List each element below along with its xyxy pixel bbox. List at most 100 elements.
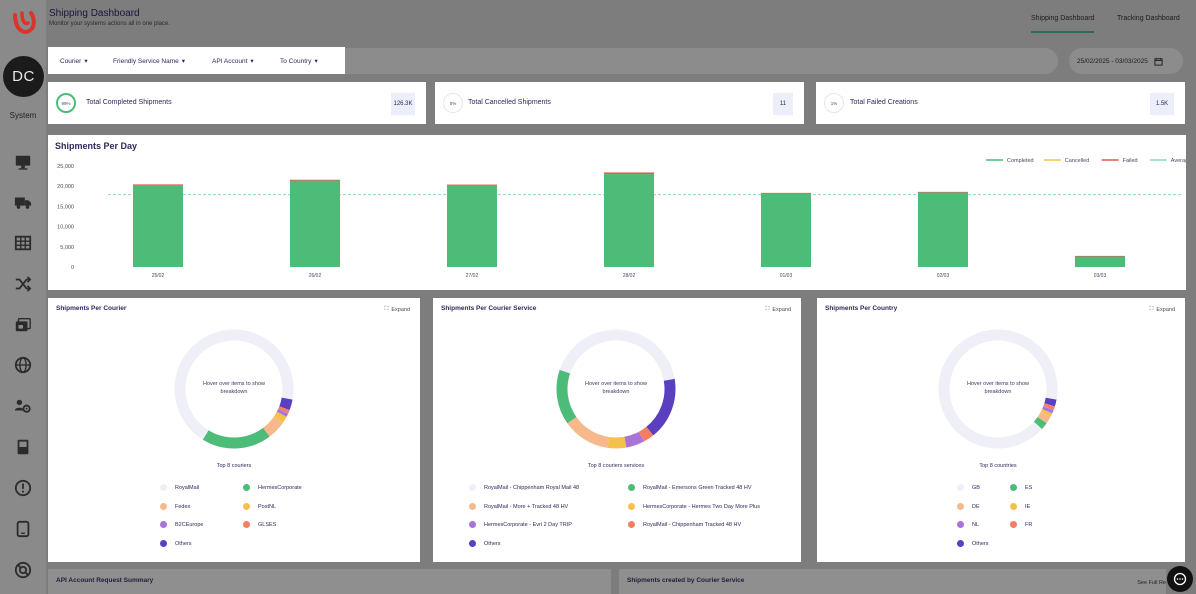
donut-title: Shipments Per Country: [825, 305, 898, 312]
bar-failed[interactable]: [447, 184, 497, 186]
legend-label: NL: [972, 521, 980, 528]
legend-item[interactable]: RoyalMail - More + Tracked 48 HV: [469, 503, 568, 510]
legend-label[interactable]: Completed: [1007, 158, 1034, 164]
donut-segment[interactable]: [551, 324, 681, 454]
stat-card-failed: 1% Total Failed Creations 1.5K: [816, 82, 1185, 124]
expand-button[interactable]: ⛶ Expand: [1149, 306, 1175, 313]
legend-item[interactable]: RoyalMail - Chippenham Tracked 48 HV: [628, 521, 741, 528]
to-country-filter[interactable]: To Country ▾: [280, 57, 318, 66]
bar-completed[interactable]: [133, 185, 183, 267]
alert-icon[interactable]: [12, 477, 34, 499]
donut-segment[interactable]: [169, 324, 299, 454]
bar-failed[interactable]: [761, 192, 811, 194]
legend-item[interactable]: Others: [957, 540, 989, 547]
legend-dot: [628, 503, 635, 510]
tab-tracking-dashboard[interactable]: Tracking Dashboard: [1117, 15, 1180, 22]
legend-item[interactable]: DE: [957, 503, 980, 510]
truck-icon[interactable]: [12, 191, 34, 213]
bar-completed[interactable]: [447, 185, 497, 267]
date-range-picker[interactable]: 25/02/2025 - 03/03/2025: [1069, 48, 1183, 74]
legend-item[interactable]: ES: [1010, 484, 1032, 491]
stat-label: Total Failed Creations: [850, 99, 918, 106]
tab-shipping-dashboard[interactable]: Shipping Dashboard: [1031, 15, 1095, 33]
legend-label: IE: [1025, 503, 1031, 510]
bar-failed[interactable]: [918, 191, 968, 193]
completed-percent-ring: 99%: [56, 93, 76, 113]
bar-failed[interactable]: [290, 179, 340, 181]
globe-icon[interactable]: [12, 354, 34, 376]
grid-icon[interactable]: [12, 232, 34, 254]
legend-item[interactable]: FR: [1010, 521, 1032, 528]
tablet-icon[interactable]: [12, 518, 34, 540]
help-icon[interactable]: [12, 559, 34, 581]
legend-item[interactable]: RoyalMail - Emersons Green Tracked 48 HV: [628, 484, 752, 491]
courier-filter[interactable]: Courier ▾: [60, 57, 88, 66]
legend-label[interactable]: Cancelled: [1065, 158, 1089, 164]
bar-completed[interactable]: [290, 180, 340, 267]
shuffle-icon[interactable]: [12, 273, 34, 295]
legend-item[interactable]: GLSES: [243, 521, 276, 528]
bar-completed[interactable]: [604, 174, 654, 267]
company-logo-icon[interactable]: [11, 9, 39, 37]
legend-item[interactable]: HermesCorporate - Evri 2 Day TRIP: [469, 521, 572, 528]
donut-title: Shipments Per Courier: [56, 305, 127, 312]
bar-completed[interactable]: [1075, 256, 1125, 267]
shipments-per-courier-service-panel: Shipments Per Courier Service ⛶ Expand Hove…: [433, 298, 801, 562]
legend-label: Others: [175, 540, 192, 547]
donut-segment[interactable]: [169, 324, 299, 454]
legend-item[interactable]: RoyalMail - Chippenham Royal Mail 48: [469, 484, 579, 491]
api-account-filter[interactable]: API Account ▾: [212, 57, 254, 66]
bar-failed[interactable]: [604, 172, 654, 175]
legend-item[interactable]: GB: [957, 484, 980, 491]
panel-title: Shipments created by Courier Service: [627, 577, 745, 584]
legend-item[interactable]: IE: [1010, 503, 1030, 510]
y-tick-label: 20,000: [57, 184, 74, 190]
chart-title: Shipments Per Day: [55, 141, 138, 151]
legend-item[interactable]: B2CEurope: [160, 521, 203, 528]
chat-button[interactable]: [1167, 566, 1193, 592]
legend-label[interactable]: Average: [1171, 158, 1186, 164]
donut-segment[interactable]: [169, 324, 299, 454]
system-label: System: [9, 111, 37, 120]
avatar[interactable]: DC: [3, 56, 44, 97]
legend-label[interactable]: Failed: [1123, 158, 1138, 164]
x-tick-label: 28/02: [623, 273, 636, 279]
stat-value: 126.3K: [391, 93, 415, 115]
bar-failed[interactable]: [1075, 255, 1125, 257]
legend-item[interactable]: HermesCorporate: [243, 484, 302, 491]
bar-completed[interactable]: [761, 193, 811, 267]
monitor-icon[interactable]: [12, 151, 34, 173]
bar-failed[interactable]: [133, 184, 183, 186]
donut-segment[interactable]: [551, 324, 681, 454]
legend-item[interactable]: PostNL: [243, 503, 276, 510]
stack-icon[interactable]: [12, 314, 34, 336]
date-range-value: 25/02/2025 - 03/03/2025: [1077, 57, 1148, 65]
legend-item[interactable]: Others: [160, 540, 192, 547]
book-icon[interactable]: [12, 436, 34, 458]
expand-button[interactable]: ⛶ Expand: [765, 306, 791, 313]
legend-item[interactable]: NL: [957, 521, 979, 528]
shipments-per-day-panel: Shipments Per Day 25,000 20,000 15,000 10,0…: [48, 135, 1186, 290]
users-settings-icon[interactable]: [12, 395, 34, 417]
donut-segment[interactable]: [169, 324, 299, 454]
stat-card-completed: 99% Total Completed Shipments 126.3K: [48, 82, 426, 124]
donut-segment[interactable]: [933, 324, 1063, 454]
see-full-report-link[interactable]: See Full Re: [1137, 580, 1166, 586]
donut-segment[interactable]: [933, 324, 1063, 454]
legend-dot: [469, 484, 476, 491]
legend-item[interactable]: HermesCorporate - Hermes Two Day More Pl…: [628, 503, 760, 510]
legend-label: HermesCorporate - Hermes Two Day More Pl…: [643, 503, 760, 510]
friendly-service-filter[interactable]: Friendly Service Name ▾: [113, 57, 185, 66]
chat-icon: [1173, 572, 1187, 586]
legend-label: HermesCorporate - Evri 2 Day TRIP: [484, 521, 572, 528]
bar-completed[interactable]: [918, 192, 968, 267]
donut-segment[interactable]: [169, 324, 299, 454]
legend-item[interactable]: RoyalMail: [160, 484, 199, 491]
filter-group: [48, 47, 345, 74]
expand-button[interactable]: ⛶ Expand: [384, 306, 410, 313]
legend-item[interactable]: Others: [469, 540, 501, 547]
donut-segment[interactable]: [551, 324, 681, 454]
legend-label: RoyalMail - Chippenham Tracked 48 HV: [643, 521, 742, 528]
legend-item[interactable]: Fedex: [160, 503, 190, 510]
donut-segment[interactable]: [169, 324, 299, 454]
